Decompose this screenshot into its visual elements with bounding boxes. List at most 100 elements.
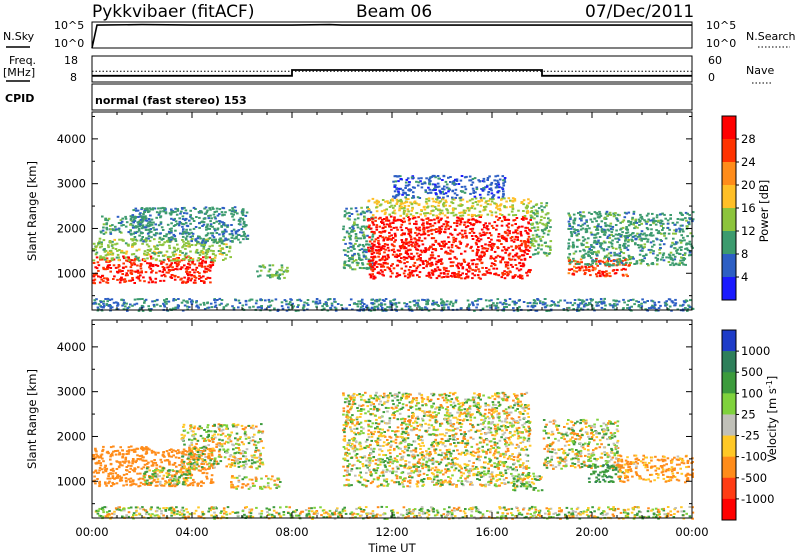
- rti-cell: [439, 190, 442, 193]
- rti-cell: [598, 301, 601, 303]
- rti-cell: [424, 306, 427, 309]
- rti-cell: [387, 256, 390, 259]
- rti-cell: [595, 304, 599, 307]
- rti-cell: [365, 240, 368, 243]
- rti-cell: [494, 182, 498, 185]
- rti-cell: [650, 299, 653, 302]
- rti-cell: [205, 253, 209, 256]
- rti-cell: [520, 234, 523, 237]
- rti-cell: [496, 179, 499, 182]
- rti-cell: [624, 268, 627, 271]
- rti-cell: [502, 238, 506, 240]
- rti-cell: [223, 213, 226, 216]
- rti-cell: [289, 304, 293, 307]
- rti-cell: [200, 480, 203, 483]
- rti-cell: [656, 259, 659, 262]
- rti-cell: [435, 301, 438, 304]
- rti-cell: [395, 226, 398, 229]
- rti-cell: [496, 302, 499, 305]
- rti-cell: [593, 236, 596, 239]
- rti-cell: [372, 251, 376, 254]
- rti-cell: [98, 483, 102, 486]
- rti-cell: [156, 264, 160, 267]
- rti-cell: [437, 185, 441, 188]
- rti-cell: [399, 187, 403, 190]
- rti-cell: [205, 257, 208, 260]
- rti-cell: [474, 191, 477, 194]
- rti-cell: [529, 200, 532, 203]
- rti-cell: [460, 262, 463, 265]
- rti-cell: [463, 229, 467, 232]
- rti-cell: [639, 216, 643, 219]
- rti-cell: [656, 232, 660, 235]
- rti-cell: [490, 234, 493, 237]
- rti-cell: [373, 232, 376, 235]
- rti-cell: [482, 197, 486, 200]
- rti-cell: [536, 252, 540, 255]
- rti-cell: [147, 231, 151, 234]
- rti-cell: [381, 299, 385, 302]
- rti-cell: [241, 208, 245, 211]
- rti-cell: [181, 258, 185, 261]
- rti-cell: [539, 219, 543, 221]
- rti-cell: [408, 218, 411, 220]
- rti-cell: [352, 227, 355, 230]
- rti-cell: [623, 216, 627, 219]
- rti-cell: [520, 258, 523, 261]
- rti-cell: [197, 469, 201, 472]
- rti-cell: [148, 207, 151, 210]
- rti-cell: [126, 274, 129, 277]
- rti-cell: [299, 299, 303, 302]
- rti-cell: [230, 232, 234, 235]
- rti-cell: [191, 262, 194, 265]
- rti-cell: [242, 238, 245, 241]
- rti-cell: [446, 221, 450, 224]
- rti-cell: [519, 276, 522, 279]
- rti-cell: [174, 210, 177, 213]
- rti-cell: [398, 260, 402, 262]
- rti-cell: [478, 180, 482, 183]
- rti-cell: [125, 466, 129, 468]
- rti-cell: [269, 274, 272, 277]
- rti-cell: [515, 252, 519, 255]
- rti-cell: [371, 245, 375, 248]
- rti-cell: [590, 299, 593, 302]
- rti-cell: [450, 233, 454, 236]
- rti-cell: [459, 204, 462, 207]
- rti-cell: [497, 181, 500, 184]
- rti-cell: [100, 305, 103, 308]
- rti-cell: [380, 302, 383, 305]
- rti-cell: [347, 260, 351, 262]
- rti-cell: [244, 300, 248, 303]
- rti-cell: [451, 196, 454, 199]
- rti-cell: [686, 212, 689, 215]
- rti-cell: [111, 240, 114, 243]
- rti-cell: [401, 241, 404, 244]
- rti-cell: [431, 224, 435, 227]
- rti-cell: [466, 225, 470, 228]
- rti-cell: [490, 183, 493, 186]
- rti-cell: [130, 262, 133, 265]
- rti-cell: [404, 305, 408, 308]
- rti-cell: [369, 211, 373, 214]
- rti-cell: [571, 304, 575, 307]
- rti-cell: [210, 217, 213, 220]
- rti-cell: [400, 229, 404, 232]
- rti-cell: [172, 219, 175, 221]
- rti-cell: [137, 220, 141, 223]
- rti-cell: [97, 269, 100, 272]
- rti-cell: [209, 223, 213, 226]
- rti-cell: [389, 222, 392, 225]
- rti-cell: [671, 301, 675, 304]
- rti-cell: [212, 250, 215, 252]
- rti-cell: [194, 268, 197, 271]
- rti-cell: [344, 253, 347, 256]
- rti-cell: [593, 225, 597, 228]
- rti-cell: [116, 249, 119, 252]
- rti-cell: [102, 266, 105, 269]
- rti-cell: [187, 262, 190, 265]
- rti-cell: [103, 304, 106, 307]
- rti-cell: [131, 279, 135, 281]
- rti-cell: [440, 298, 443, 301]
- rti-cell: [390, 228, 393, 231]
